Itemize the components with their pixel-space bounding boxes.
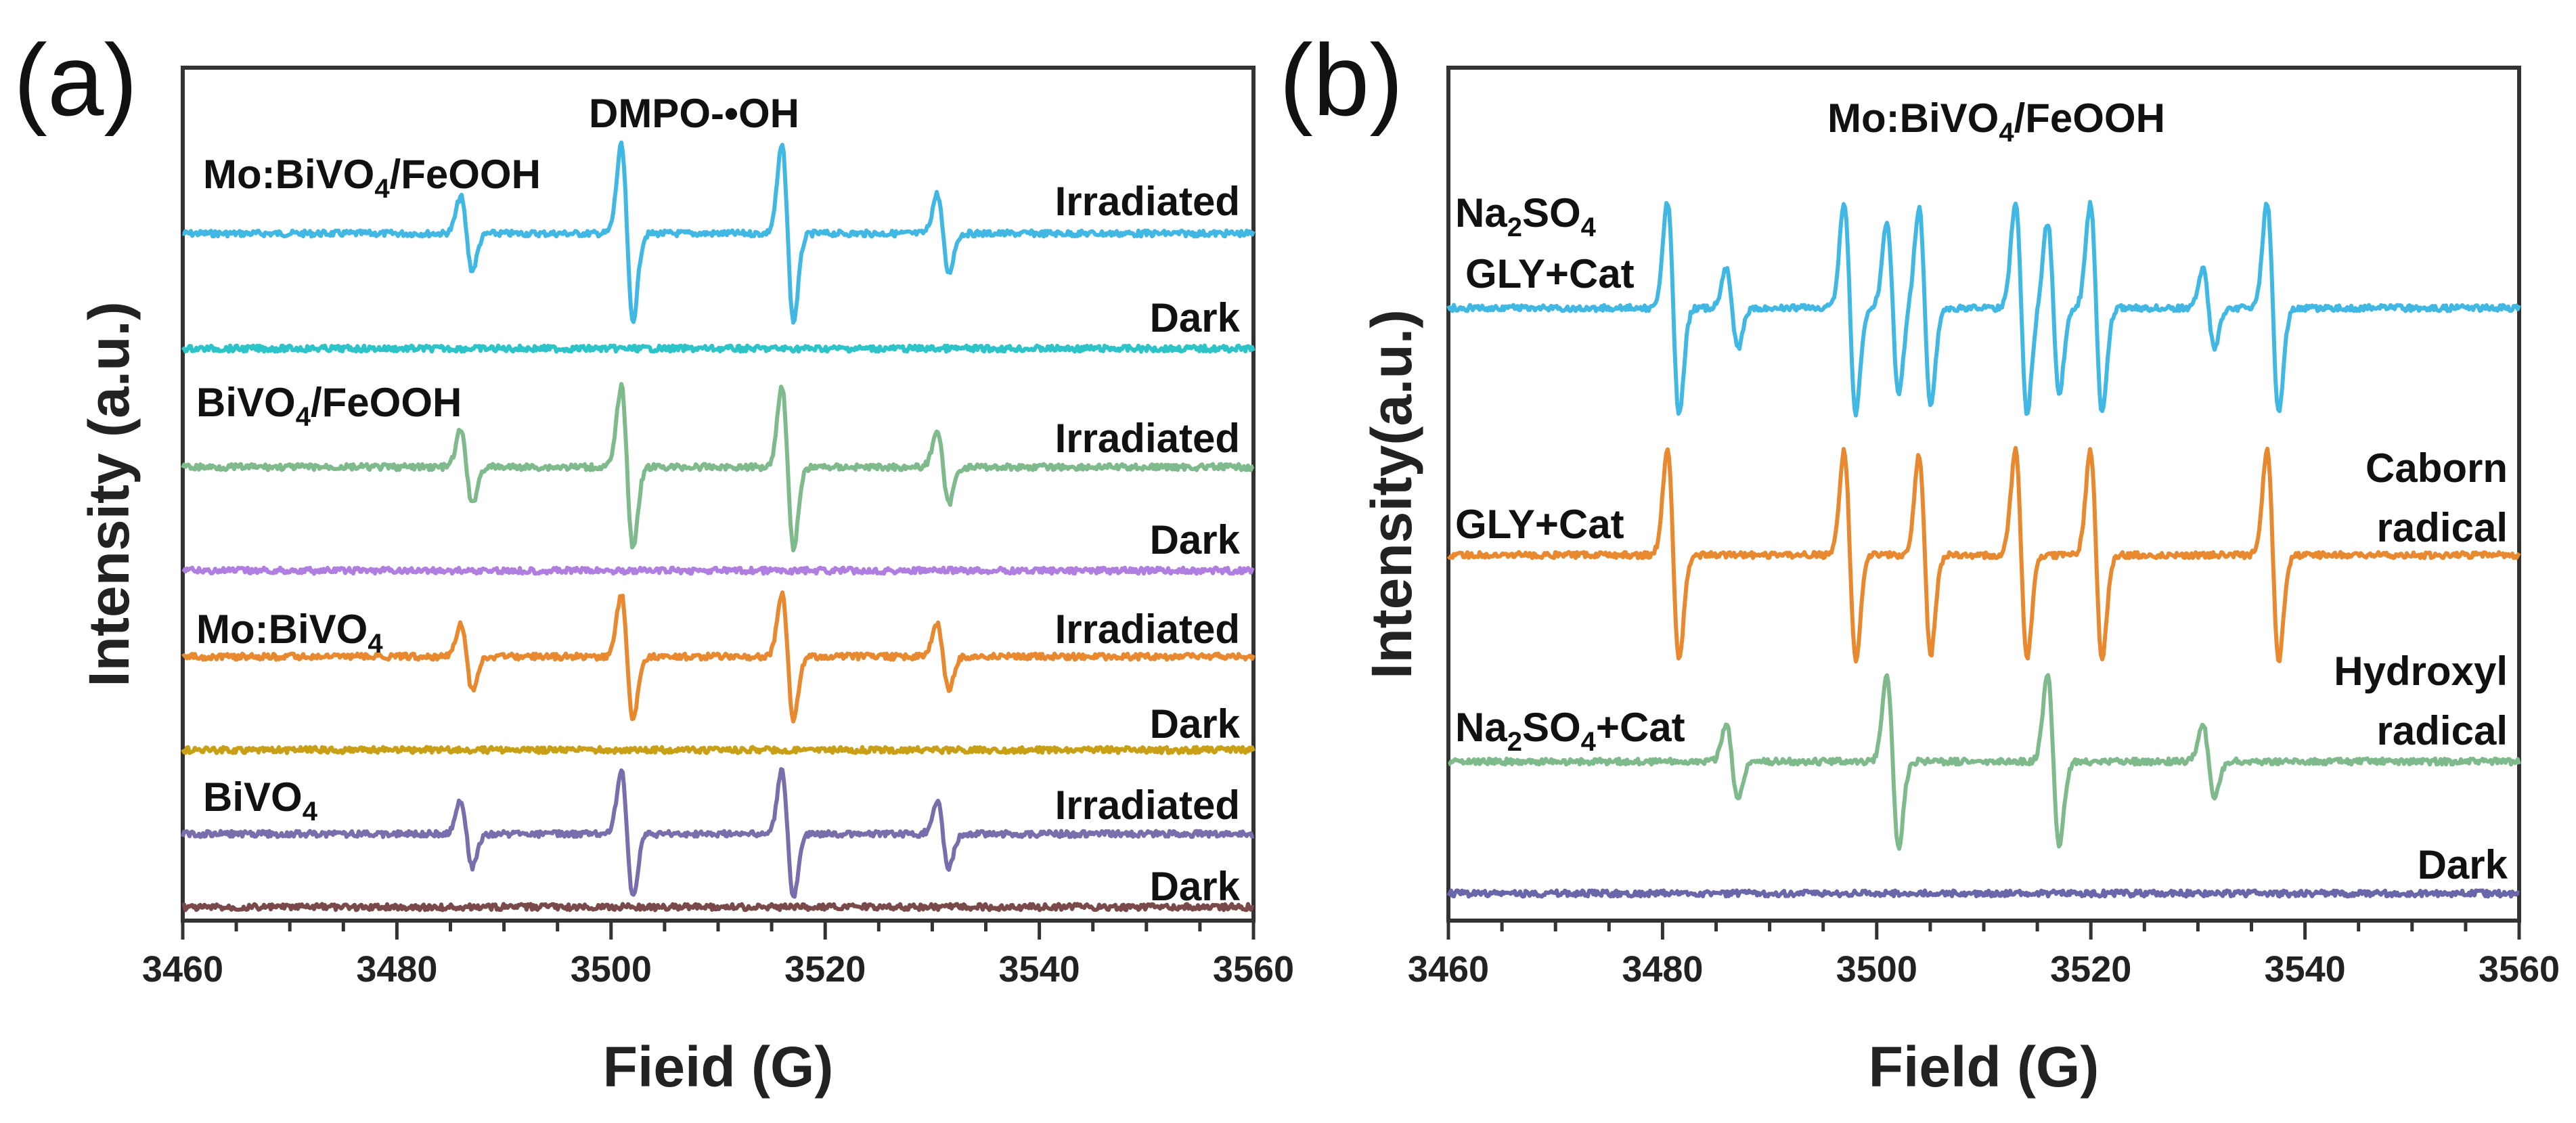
label-dark-1: Dark: [1150, 295, 1241, 340]
label-irradiated-3: Irradiated: [1055, 607, 1240, 652]
label-caborn: Caborn: [2366, 445, 2508, 491]
label-dark-4: Dark: [1150, 864, 1241, 909]
label-dark-2: Dark: [1150, 517, 1241, 563]
x-tick-label: 3540: [999, 949, 1080, 990]
label-dark-b: Dark: [2418, 842, 2508, 887]
x-tick-label: 3520: [2050, 949, 2131, 990]
label-na2so4: Na2SO4: [1455, 190, 1597, 242]
label-mo-bivo4: Mo:BiVO4: [196, 607, 383, 659]
x-tick-label: 3540: [2265, 949, 2346, 990]
panel-a-xlabel: Fieid (G): [603, 1035, 834, 1099]
panel-a-title: DMPO-•OH: [589, 91, 799, 136]
trace-mo-bivo4-feooh-irradiated: [182, 140, 1256, 325]
trace-mo-bivo4-dark: [181, 745, 1256, 755]
trace-mo-bivo4-irradiated: [181, 590, 1256, 724]
label-gly-cat: GLY+Cat: [1455, 502, 1624, 547]
label-hydroxyl-radical: radical: [2377, 708, 2508, 753]
label-irradiated-2: Irradiated: [1055, 416, 1240, 461]
panel-b-xlabel: Field (G): [1869, 1035, 2100, 1099]
trace-mo-bivo4-feooh-dark: [181, 343, 1256, 354]
panel-b-traces: [1446, 200, 2521, 899]
panel-b-ylabel: Intensity(a.u.): [1360, 309, 1423, 679]
x-tick-label: 3560: [2479, 949, 2560, 990]
label-gly-cat-top: GLY+Cat: [1465, 251, 1635, 296]
x-tick-label: 3500: [571, 949, 652, 990]
x-tick-label: 3560: [1213, 949, 1294, 990]
trace-bivo4-feooh-dark: [181, 565, 1255, 576]
x-tick-label: 3520: [784, 949, 866, 990]
x-tick-label: 3480: [1622, 949, 1703, 990]
label-bivo4-feooh: BiVO4/FeOOH: [196, 380, 462, 432]
x-tick-label: 3500: [1836, 949, 1917, 990]
panel-a-letter: (a): [14, 23, 137, 137]
panel-a-ylabel: Intensity (a.u.): [77, 301, 141, 686]
x-tick-label: 3460: [1408, 949, 1489, 990]
trace-na2so4-gly-cat: [1446, 200, 2521, 418]
panel-a-x-ticks: 3460 3480 3500 3520 3540 3560: [142, 921, 1294, 990]
label-hydroxyl: Hydroxyl: [2334, 648, 2508, 694]
x-tick-label: 3460: [142, 949, 223, 990]
label-mo-bivo4-feooh: Mo:BiVO4/FeOOH: [203, 152, 541, 204]
label-dark-3: Dark: [1150, 701, 1241, 747]
panel-b-title: Mo:BiVO4/FeOOH: [1827, 95, 2165, 148]
panel-b-frame: [1446, 66, 2521, 923]
label-caborn-radical: radical: [2377, 505, 2508, 550]
trace-gly-cat: [1446, 445, 2521, 664]
trace-bivo4-dark: [181, 902, 1255, 912]
label-irradiated-4: Irradiated: [1055, 783, 1240, 828]
label-na2so4-cat: Na2SO4+Cat: [1455, 705, 1685, 757]
panel-b-x-ticks: 3460 3480 3500 3520 3540 3560: [1408, 921, 2560, 990]
label-bivo4: BiVO4: [203, 774, 318, 827]
panel-b-letter: (b): [1279, 23, 1403, 137]
panel-a-traces: [181, 140, 1256, 912]
trace-bivo4-feooh-irradiated: [181, 382, 1255, 552]
label-irradiated-1: Irradiated: [1055, 179, 1240, 224]
trace-dark: [1446, 888, 2520, 899]
trace-bivo4-irradiated: [181, 767, 1255, 899]
x-tick-label: 3480: [356, 949, 437, 990]
trace-na2so4-cat: [1448, 673, 2521, 851]
